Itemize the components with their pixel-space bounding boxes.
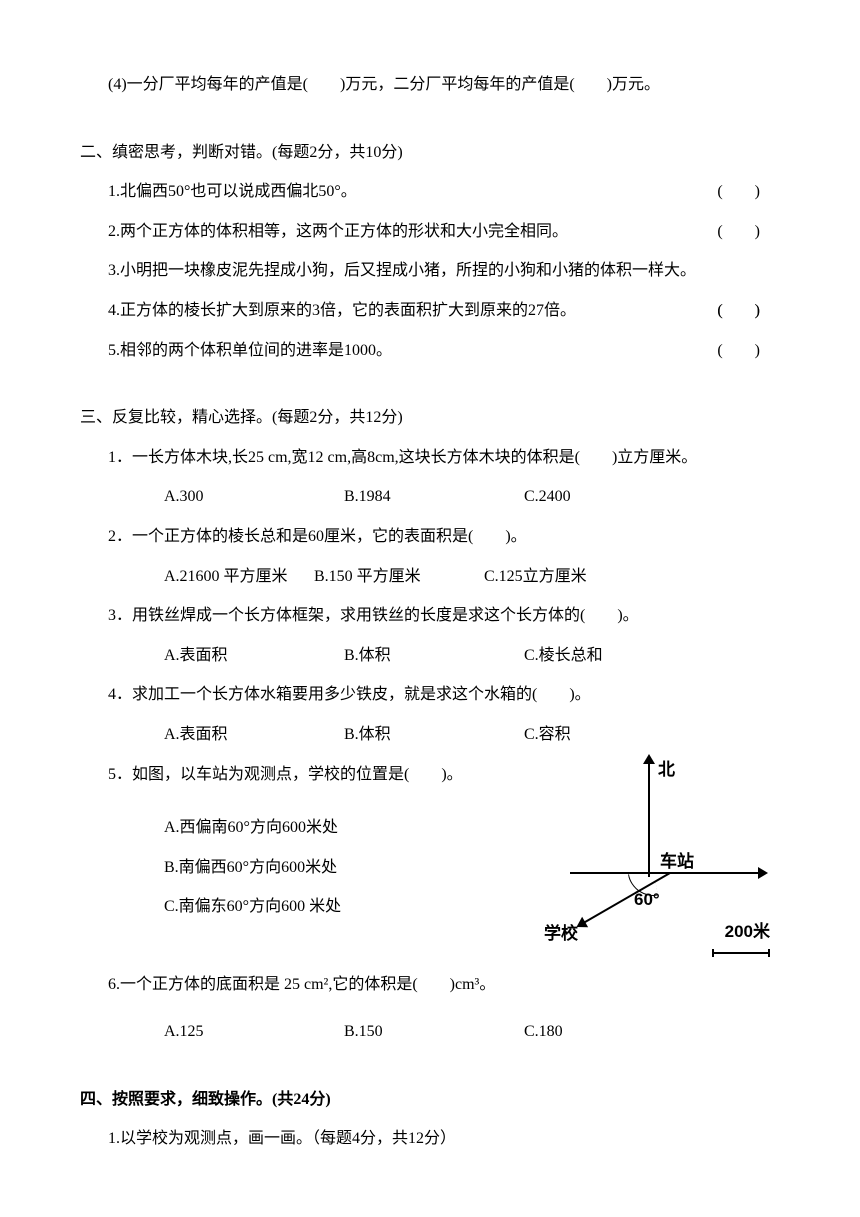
direction-diagram: 北 车站 60° 学校 200米 [550,762,770,972]
answer-slot: ( ) [717,179,760,205]
north-label: 北 [658,756,675,783]
s3-q4-opt-c: C.容积 [524,722,704,748]
s3-q6-opt-b: B.150 [344,1019,524,1045]
answer-slot: ( ) [717,219,760,245]
section-3-title: 三、反复比较，精心选择。(每题2分，共12分) [80,405,780,431]
s3-q5: 5．如图，以车站为观测点，学校的位置是( )。 [80,762,550,788]
s3-q2-opt-c: C.125立方厘米 [484,564,587,590]
s3-q4-options: A.表面积 B.体积 C.容积 [80,722,780,748]
station-label: 车站 [660,848,694,875]
school-label: 学校 [544,920,578,947]
s3-q3-opt-a: A.表面积 [164,643,344,669]
s3-q6-opt-c: C.180 [524,1019,704,1045]
s3-q4-opt-b: B.体积 [344,722,524,748]
s3-q6: 6.一个正方体的底面积是 25 cm²,它的体积是( )cm³。 [80,972,780,998]
section-2-title: 二、缜密思考，判断对错。(每题2分，共10分) [80,140,780,166]
s2-item-1: 1.北偏西50°也可以说成西偏北50°。 ( ) [80,179,780,205]
scale-label: 200米 [725,918,770,945]
s2-item-3: 3.小明把一块橡皮泥先捏成小狗，后又捏成小猪，所捏的小狗和小猪的体积一样大。 [80,258,780,284]
s3-q5-container: 5．如图，以车站为观测点，学校的位置是( )。 A.西偏南60°方向600米处 … [80,762,780,972]
s3-q2: 2．一个正方体的棱长总和是60厘米，它的表面积是( )。 [80,524,780,550]
section-4-title: 四、按照要求，细致操作。(共24分) [80,1087,780,1113]
north-axis [648,762,650,877]
s3-q2-opt-a: A.21600 平方厘米 [164,564,314,590]
prev-question-4: (4)一分厂平均每年的产值是( )万元，二分厂平均每年的产值是( )万元。 [80,72,780,98]
s2-item-5: 5.相邻的两个体积单位间的进率是1000。 ( ) [80,338,780,364]
s2-item-5-text: 5.相邻的两个体积单位间的进率是1000。 [108,342,392,359]
s3-q1-opt-a: A.300 [164,484,344,510]
s2-item-3-text: 3.小明把一块橡皮泥先捏成小狗，后又捏成小猪，所捏的小狗和小猪的体积一样大。 [108,262,696,279]
s2-item-4-text: 4.正方体的棱长扩大到原来的3倍，它的表面积扩大到原来的27倍。 [108,302,576,319]
s3-q6-options: A.125 B.150 C.180 [80,1019,780,1045]
s3-q3-options: A.表面积 B.体积 C.棱长总和 [80,643,780,669]
s3-q2-opt-b: B.150 平方厘米 [314,564,484,590]
s3-q3-opt-b: B.体积 [344,643,524,669]
s3-q5-opt-c: C.南偏东60°方向600 米处 [80,894,550,920]
scale-bar [712,952,770,954]
s3-q1-opt-b: B.1984 [344,484,524,510]
s4-sub1: 1.以学校为观测点，画一画。（每题4分，共12分） [80,1126,780,1152]
angle-label: 60° [634,886,660,913]
s3-q3-opt-c: C.棱长总和 [524,643,704,669]
s3-q3: 3．用铁丝焊成一个长方体框架，求用铁丝的长度是求这个长方体的( )。 [80,603,780,629]
s3-q5-opt-b: B.南偏西60°方向600米处 [80,855,550,881]
s2-item-1-text: 1.北偏西50°也可以说成西偏北50°。 [108,183,357,200]
s2-item-2-text: 2.两个正方体的体积相等，这两个正方体的形状和大小完全相同。 [108,223,568,240]
s2-item-4: 4.正方体的棱长扩大到原来的3倍，它的表面积扩大到原来的27倍。 ( ) [80,298,780,324]
answer-slot: ( ) [717,298,760,324]
s3-q4: 4．求加工一个长方体水箱要用多少铁皮，就是求这个水箱的( )。 [80,682,780,708]
s3-q1-opt-c: C.2400 [524,484,704,510]
s3-q4-opt-a: A.表面积 [164,722,344,748]
s2-item-2: 2.两个正方体的体积相等，这两个正方体的形状和大小完全相同。 ( ) [80,219,780,245]
answer-slot: ( ) [717,338,760,364]
s3-q2-options: A.21600 平方厘米 B.150 平方厘米 C.125立方厘米 [80,564,780,590]
s3-q1: 1．一长方体木块,长25 cm,宽12 cm,高8cm,这块长方体木块的体积是(… [80,445,780,471]
s3-q6-opt-a: A.125 [164,1019,344,1045]
s3-q1-options: A.300 B.1984 C.2400 [80,484,780,510]
s3-q5-opt-a: A.西偏南60°方向600米处 [80,815,550,841]
